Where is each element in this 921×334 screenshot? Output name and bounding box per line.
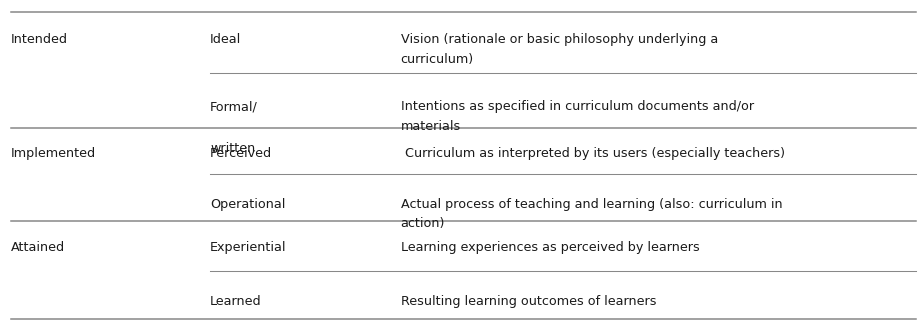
Text: Formal/

written: Formal/ written [210,100,258,155]
Text: Vision (rationale or basic philosophy underlying a
curriculum): Vision (rationale or basic philosophy un… [401,33,717,66]
Text: Intentions as specified in curriculum documents and/or
materials: Intentions as specified in curriculum do… [401,100,753,133]
Text: Implemented: Implemented [11,147,96,160]
Text: Attained: Attained [11,241,65,254]
Text: Curriculum as interpreted by its users (especially teachers): Curriculum as interpreted by its users (… [401,147,785,160]
Text: Experiential: Experiential [210,241,286,254]
Text: Resulting learning outcomes of learners: Resulting learning outcomes of learners [401,295,656,308]
Text: Actual process of teaching and learning (also: curriculum in
action): Actual process of teaching and learning … [401,198,782,230]
Text: Learned: Learned [210,295,262,308]
Text: Ideal: Ideal [210,33,241,46]
Text: Perceived: Perceived [210,147,272,160]
Text: Operational: Operational [210,198,286,211]
Text: Learning experiences as perceived by learners: Learning experiences as perceived by lea… [401,241,699,254]
Text: Intended: Intended [11,33,68,46]
